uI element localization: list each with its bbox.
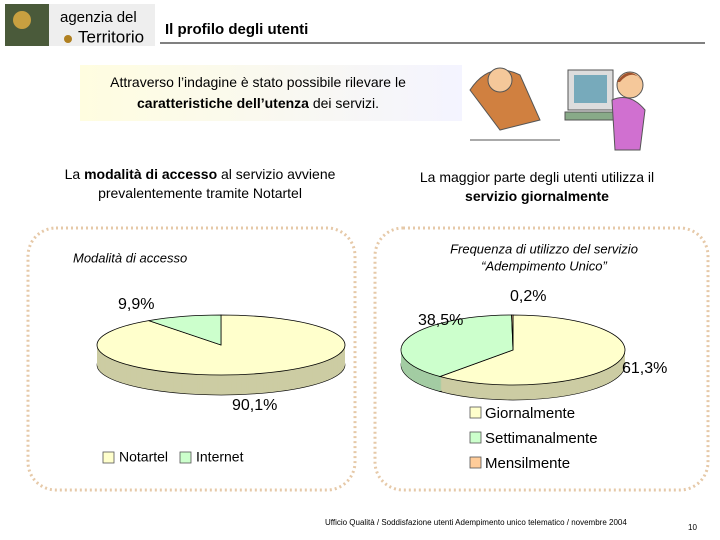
logo-text: agenzia del xyxy=(60,9,137,26)
legend-swatch xyxy=(102,451,115,464)
pie-slice xyxy=(511,314,514,351)
pie-slice xyxy=(148,314,222,346)
legend-label: Internet xyxy=(196,449,244,465)
chart-title: Modalità di accesso xyxy=(73,250,187,265)
chart-frame xyxy=(26,226,357,492)
logo-image xyxy=(13,11,31,29)
clip-art xyxy=(469,67,646,151)
caption: La maggior parte degli utenti utilizza i… xyxy=(420,169,654,204)
pie-slice xyxy=(400,314,514,377)
data-label: 61,3% xyxy=(622,360,667,377)
legend-label: Giornalmente xyxy=(485,405,575,422)
intro-text: Attraverso l’indagine è stato possibile … xyxy=(110,74,406,111)
chart-title: Frequenza di utilizzo del servizio xyxy=(450,241,638,256)
slide-title: Il profilo degli utenti xyxy=(165,21,308,38)
data-label: 0,2% xyxy=(510,288,546,305)
data-label: 90,1% xyxy=(232,397,277,414)
text-span: caratteristiche dell’utenza xyxy=(137,95,309,111)
text-span: La maggior parte degli utenti utilizza i… xyxy=(420,169,654,185)
legend-swatch xyxy=(469,456,482,469)
text-span: La xyxy=(65,166,84,182)
footer-text: Ufficio Qualità / Soddisfazione utenti A… xyxy=(325,518,627,527)
caption: La modalità di accesso al servizio avvie… xyxy=(65,166,336,201)
legend-label: Notartel xyxy=(119,449,168,465)
data-label: 38,5% xyxy=(418,312,463,329)
text-span: dei servizi. xyxy=(309,95,379,111)
pie-slice xyxy=(438,314,626,386)
text-span: al servizio avviene xyxy=(217,166,335,182)
legend-label: Settimanalmente xyxy=(485,430,598,447)
intro-box xyxy=(80,65,462,121)
legend-swatch xyxy=(469,431,482,444)
text-span: prevalentemente tramite Notartel xyxy=(98,185,302,201)
legend-swatch xyxy=(179,451,192,464)
page-number: 10 xyxy=(688,523,697,532)
text-span: modalità di accesso xyxy=(84,166,217,182)
legend-label: Mensilmente xyxy=(485,455,570,472)
text-span: servizio giornalmente xyxy=(465,188,609,204)
chart-title: “Adempimento Unico” xyxy=(481,258,607,273)
text-span: Attraverso l’indagine è stato possibile … xyxy=(110,74,406,90)
logo-text: Territorio xyxy=(78,27,144,46)
legend-swatch xyxy=(469,406,482,419)
logo-mark xyxy=(64,35,72,43)
data-label: 9,9% xyxy=(118,296,154,313)
